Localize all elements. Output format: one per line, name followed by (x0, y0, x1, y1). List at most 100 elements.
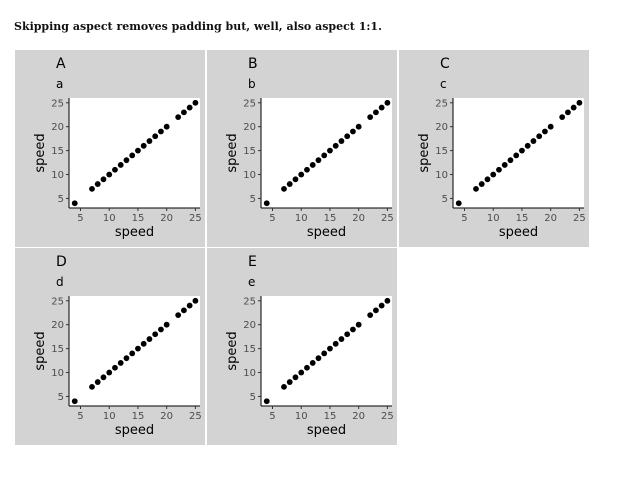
data-point (281, 185, 287, 192)
data-point (378, 302, 385, 309)
data-point (321, 350, 328, 357)
data-point (152, 133, 159, 140)
data-point (117, 360, 124, 366)
x-axis-title: speed (307, 423, 346, 438)
y-axis-title: speed (225, 133, 240, 172)
x-tick-label: 20 (160, 411, 173, 422)
data-point (565, 109, 571, 116)
data-point (327, 147, 333, 154)
data-point (112, 166, 118, 173)
y-axis-title: speed (225, 331, 240, 370)
data-point (158, 128, 164, 135)
panel-a: Aa 5 10 15 20 25 5 10 15 20 25 speed speed (15, 50, 205, 247)
data-point (175, 114, 182, 121)
x-tick-label: 20 (352, 213, 365, 224)
data-point (350, 128, 356, 135)
y-tick-label: 10 (243, 170, 256, 181)
data-point (344, 133, 351, 140)
data-point (112, 364, 118, 371)
data-point (304, 166, 310, 173)
data-point (344, 331, 351, 338)
data-point (309, 162, 316, 168)
data-point (263, 200, 270, 207)
x-tick-label: 25 (189, 411, 202, 422)
y-tick-label: 20 (51, 320, 64, 331)
y-tick-label: 10 (243, 368, 256, 379)
data-point (519, 147, 525, 154)
x-tick-label: 5 (269, 213, 275, 224)
x-axis-title: speed (115, 423, 154, 438)
data-point (192, 297, 199, 304)
x-axis-title: speed (115, 225, 154, 240)
y-tick-label: 15 (243, 344, 256, 355)
y-tick-label: 25 (243, 98, 256, 109)
x-tick-label: 25 (381, 213, 394, 224)
x-tick-label: 5 (461, 213, 467, 224)
data-point (135, 345, 141, 352)
x-tick-label: 15 (132, 213, 145, 224)
x-tick-label: 5 (77, 411, 83, 422)
y-tick-label: 20 (243, 320, 256, 331)
data-point (507, 157, 514, 164)
x-tick-label: 15 (324, 213, 337, 224)
plot-area (261, 296, 392, 406)
plot-area (69, 296, 200, 406)
data-point (100, 374, 107, 381)
y-axis-title: speed (33, 331, 48, 370)
data-point (332, 340, 339, 347)
data-point (292, 374, 299, 381)
data-point (455, 200, 462, 207)
data-point (496, 166, 502, 173)
panel-d: Dd 5 10 15 20 25 5 10 15 20 25 speed speed (15, 248, 205, 445)
data-point (181, 109, 187, 116)
plot-area (453, 98, 584, 208)
y-tick-label: 15 (435, 146, 448, 157)
y-tick-label: 5 (58, 392, 64, 403)
data-point (152, 331, 159, 338)
x-tick-label: 5 (77, 213, 83, 224)
data-point (384, 297, 391, 304)
x-tick-label: 20 (160, 213, 173, 224)
data-point (129, 350, 136, 357)
x-tick-label: 10 (487, 213, 500, 224)
data-point (298, 171, 305, 178)
x-tick-label: 15 (324, 411, 337, 422)
data-point (71, 398, 78, 405)
data-point (536, 133, 543, 140)
y-tick-label: 5 (58, 194, 64, 205)
panel-tag: E (248, 254, 257, 270)
data-point (181, 307, 187, 314)
panel-c: Cc 5 10 15 20 25 5 10 15 20 25 speed speed (399, 50, 589, 247)
panel-b: Bb 5 10 15 20 25 5 10 15 20 25 speed speed (207, 50, 397, 247)
y-tick-label: 15 (51, 344, 64, 355)
y-tick-label: 20 (51, 122, 64, 133)
data-point (501, 162, 508, 168)
data-point (123, 355, 130, 362)
y-tick-label: 10 (51, 368, 64, 379)
y-tick-label: 5 (250, 392, 256, 403)
x-tick-label: 10 (295, 411, 308, 422)
y-tick-label: 25 (243, 296, 256, 307)
x-tick-label: 15 (132, 411, 145, 422)
y-tick-label: 15 (243, 146, 256, 157)
data-point (478, 181, 485, 187)
x-tick-label: 5 (269, 411, 275, 422)
data-point (570, 104, 577, 111)
data-point (163, 123, 170, 130)
x-tick-label: 15 (516, 213, 529, 224)
data-point (281, 383, 287, 390)
figure-caption: Skipping aspect removes padding but, wel… (14, 20, 382, 33)
data-point (484, 176, 491, 183)
panel-tag: A (56, 56, 66, 72)
data-point (338, 336, 345, 342)
y-tick-label: 25 (51, 98, 64, 109)
data-point (355, 123, 362, 130)
panel-title: d (56, 275, 64, 289)
data-point (547, 123, 554, 130)
panel-tag: C (440, 56, 450, 72)
data-point (89, 383, 95, 390)
y-tick-label: 10 (435, 170, 448, 181)
data-point (378, 104, 385, 111)
data-point (473, 185, 479, 192)
y-tick-label: 5 (442, 194, 448, 205)
